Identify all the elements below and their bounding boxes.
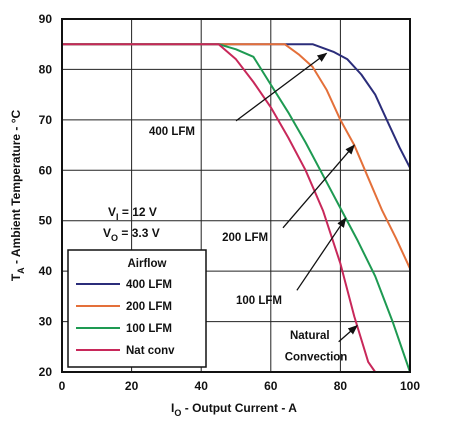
annotation-group: 400 LFM 200 LFM 100 LFM Natural Convection xyxy=(149,52,358,363)
y-tick-label: 80 xyxy=(39,62,53,76)
y-axis-label: TA - Ambient Temperature - °C xyxy=(9,110,26,282)
plot-frame xyxy=(61,18,411,373)
annotation-arrow xyxy=(282,144,355,229)
operating-conditions: VI = 12 V VO = 3.3 V xyxy=(103,205,160,243)
series-line-100-lfm xyxy=(62,43,411,373)
series-line-200-lfm xyxy=(62,43,411,270)
annotation-label: 100 LFM xyxy=(236,295,282,307)
condition-vo: VO = 3.3 V xyxy=(103,226,160,243)
series-line-400-lfm xyxy=(62,43,411,169)
legend-entry: 100 LFM xyxy=(126,323,172,335)
annotation-label: Natural xyxy=(290,330,330,342)
x-tick-label: 60 xyxy=(264,379,278,393)
axis-labels: IO - Output Current - A TA - Ambient Temp… xyxy=(9,110,297,418)
annotation-arrow xyxy=(296,217,347,291)
y-tick-label: 30 xyxy=(39,315,53,329)
x-tick-label: 100 xyxy=(400,379,420,393)
x-tick-label: 0 xyxy=(59,379,66,393)
condition-vi: VI = 12 V xyxy=(108,205,157,222)
legend: Airflow 400 LFM 200 LFM 100 LFM Nat conv xyxy=(67,249,207,368)
annotation-label: 200 LFM xyxy=(222,232,268,244)
tick-labels: 0 20 40 60 80 100 20 30 40 50 60 70 80 90 xyxy=(39,12,421,393)
y-tick-label: 70 xyxy=(39,113,53,127)
legend-title: Airflow xyxy=(128,258,167,270)
legend-entry: 400 LFM xyxy=(126,279,172,291)
y-tick-label: 40 xyxy=(39,264,53,278)
series-group xyxy=(62,43,411,373)
annotation-label: 400 LFM xyxy=(149,126,195,138)
x-tick-label: 80 xyxy=(334,379,348,393)
annotation-label: Convection xyxy=(285,351,348,363)
x-tick-label: 20 xyxy=(125,379,139,393)
legend-box xyxy=(67,249,207,368)
legend-entry: Nat conv xyxy=(126,345,175,357)
y-tick-label: 50 xyxy=(39,214,53,228)
x-axis-label: IO - Output Current - A xyxy=(171,401,297,418)
legend-entry: 200 LFM xyxy=(126,301,172,313)
annotation-arrow xyxy=(235,52,328,122)
y-tick-label: 20 xyxy=(39,365,53,379)
y-tick-label: 90 xyxy=(39,12,53,26)
series-line-nat-conv xyxy=(62,43,377,373)
y-tick-label: 60 xyxy=(39,163,53,177)
x-tick-label: 40 xyxy=(195,379,209,393)
annotation-arrow xyxy=(338,324,358,343)
